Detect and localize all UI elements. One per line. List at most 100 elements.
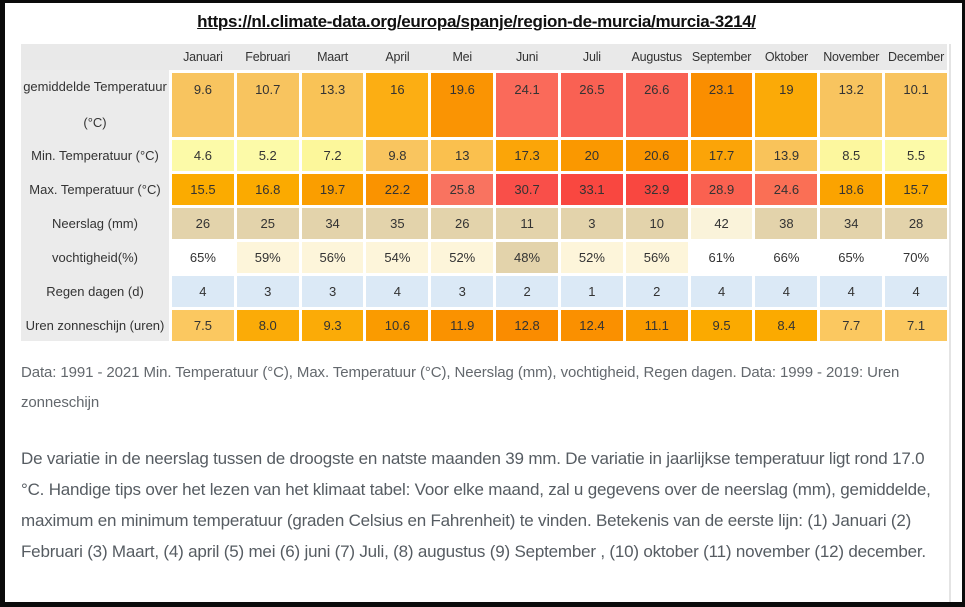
table-cell: 17.7 (690, 140, 753, 171)
table-cell: 38 (755, 208, 818, 239)
table-cell: 70% (885, 242, 947, 273)
month-header-row: Januari Februari Maart April Mei Juni Juli Augu… (21, 44, 947, 70)
table-cell: 25 (236, 208, 299, 239)
table-cell: 2 (625, 276, 688, 307)
table-cell: 22.2 (366, 174, 429, 205)
scrollbar-track[interactable] (949, 44, 951, 602)
page-url-heading[interactable]: https://nl.climate-data.org/europa/spanj… (197, 12, 756, 31)
table-cell: 30.7 (496, 174, 558, 205)
table-cell: 26.5 (560, 73, 623, 137)
table-cell: 9.3 (301, 310, 364, 341)
table-cell: 26.6 (625, 73, 688, 137)
table-cell: 7.7 (820, 310, 883, 341)
table-cell: 66% (755, 242, 818, 273)
table-cell: 34 (820, 208, 883, 239)
table-cell: 56% (625, 242, 688, 273)
table-cell: 65% (172, 242, 234, 273)
table-cell: 15.5 (172, 174, 234, 205)
table-cell: 2 (496, 276, 558, 307)
table-cell: 4 (172, 276, 234, 307)
table-cell: 10.6 (366, 310, 429, 341)
table-cell: 3 (560, 208, 623, 239)
month-header: September (691, 50, 752, 64)
row-label: Max. Temperatuur (°C) (29, 182, 161, 197)
header-spacer (21, 44, 169, 70)
data-grid: 9.6 10.7 13.3 16 19.6 24.1 26.5 26.6 23.1 19 13.2 1… (172, 73, 947, 341)
row-label-column: gemiddelde Temperatuur (°C) Min. Temperatu… (21, 73, 169, 341)
table-cell: 19.6 (431, 73, 494, 137)
month-header: December (888, 50, 945, 64)
table-cell: 18.6 (820, 174, 883, 205)
table-cell: 3 (236, 276, 299, 307)
month-header: Februari (245, 50, 291, 64)
table-cell: 16.8 (236, 174, 299, 205)
month-header: Augustus (631, 50, 682, 64)
data-source-note: Data: 1991 - 2021 Min. Temperatuur (°C),… (21, 364, 900, 411)
month-header: Juni (516, 50, 539, 64)
table-cell: 15.7 (885, 174, 947, 205)
table-cell: 13.9 (755, 140, 818, 171)
month-header: April (385, 50, 410, 64)
table-cell: 13.2 (820, 73, 883, 137)
table-cell: 11 (496, 208, 558, 239)
table-cell: 56% (301, 242, 364, 273)
table-cell: 9.6 (172, 73, 234, 137)
table-cell: 7.2 (301, 140, 364, 171)
table-cell: 4 (820, 276, 883, 307)
table-cell: 23.1 (690, 73, 753, 137)
table-cell: 59% (236, 242, 299, 273)
table-cell: 20.6 (625, 140, 688, 171)
table-cell: 17.3 (496, 140, 558, 171)
table-cell: 24.1 (496, 73, 558, 137)
climate-table: Januari Februari Maart April Mei Juni Juli Augu… (21, 44, 947, 341)
table-cell: 8.4 (755, 310, 818, 341)
table-cell: 12.8 (496, 310, 558, 341)
table-cell: 48% (496, 242, 558, 273)
table-cell: 13 (431, 140, 494, 171)
month-header: Januari (183, 50, 223, 64)
table-cell: 9.8 (366, 140, 429, 171)
table-cell: 33.1 (560, 174, 623, 205)
table-cell: 10.1 (885, 73, 947, 137)
table-cell: 3 (431, 276, 494, 307)
table-cell: 52% (560, 242, 623, 273)
table-cell: 9.5 (690, 310, 753, 341)
table-cell: 10 (625, 208, 688, 239)
row-label: gemiddelde Temperatuur (°C) (23, 79, 167, 130)
row-label: Min. Temperatuur (°C) (31, 148, 159, 163)
table-cell: 65% (820, 242, 883, 273)
table-cell: 34 (301, 208, 364, 239)
table-cell: 4 (366, 276, 429, 307)
table-cell: 42 (690, 208, 753, 239)
table-cell: 26 (431, 208, 494, 239)
table-cell: 1 (560, 276, 623, 307)
table-cell: 7.1 (885, 310, 947, 341)
table-cell: 25.8 (431, 174, 494, 205)
month-header: Mei (452, 50, 473, 64)
table-cell: 61% (690, 242, 753, 273)
table-cell: 5.2 (236, 140, 299, 171)
table-cell: 11.1 (625, 310, 688, 341)
table-cell: 5.5 (885, 140, 947, 171)
table-cell: 28.9 (690, 174, 753, 205)
table-cell: 7.5 (172, 310, 234, 341)
table-cell: 13.3 (301, 73, 364, 137)
table-cell: 52% (431, 242, 494, 273)
table-cell: 8.5 (820, 140, 883, 171)
table-cell: 8.0 (236, 310, 299, 341)
table-cell: 4 (690, 276, 753, 307)
month-header: November (823, 50, 880, 64)
table-cell: 11.9 (431, 310, 494, 341)
table-cell: 24.6 (755, 174, 818, 205)
row-label: vochtigheid(%) (52, 250, 138, 265)
table-cell: 28 (885, 208, 947, 239)
row-label: Neerslag (mm) (52, 216, 138, 231)
table-cell: 32.9 (625, 174, 688, 205)
month-header: Juli (582, 50, 601, 64)
table-cell: 4 (755, 276, 818, 307)
table-cell: 10.7 (236, 73, 299, 137)
month-header: Maart (317, 50, 349, 64)
table-cell: 35 (366, 208, 429, 239)
table-cell: 16 (366, 73, 429, 137)
row-label-column-background (21, 44, 169, 341)
